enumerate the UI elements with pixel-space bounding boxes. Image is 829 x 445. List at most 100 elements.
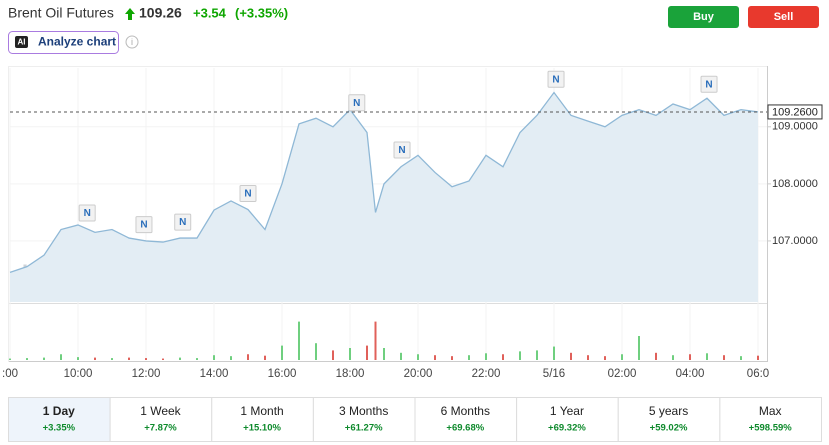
last-price-label: 109.2600 (772, 106, 818, 118)
x-tick-label: 18:00 (336, 368, 365, 380)
news-marker[interactable] (135, 216, 153, 234)
tab-change: +598.59% (749, 423, 793, 434)
volume-bar (230, 356, 232, 360)
analyze-label: Analyze chart (38, 35, 116, 49)
news-marker-label: N (552, 74, 559, 85)
volume-bar (145, 358, 147, 360)
news-marker[interactable] (174, 213, 192, 231)
volume-bar (383, 348, 385, 360)
x-tick-label: 04:00 (676, 368, 705, 380)
news-marker[interactable] (348, 94, 366, 112)
volume-bar (196, 358, 198, 360)
volume-bar (60, 354, 62, 360)
volume-bar (77, 357, 79, 360)
tab[interactable] (719, 397, 822, 442)
news-marker[interactable] (239, 185, 257, 203)
tab-label: Max (759, 404, 782, 418)
tab-change: +69.68% (446, 423, 484, 434)
news-marker-label: N (353, 98, 360, 109)
price: 109.26 (139, 5, 182, 21)
tab[interactable] (516, 397, 619, 442)
volume-bar (502, 354, 504, 360)
ai-icon-text: AI (18, 38, 26, 47)
news-marker-label: N (84, 208, 91, 219)
volume-bar (536, 350, 538, 360)
news-marker-label: N (140, 220, 147, 231)
x-tick-label: 10:00 (64, 368, 93, 380)
x-tick-label: 06:0 (747, 368, 769, 380)
volume-bar (485, 353, 487, 360)
volume-bar (281, 345, 283, 360)
volume-bar (655, 352, 657, 360)
volume-bar (213, 355, 215, 360)
tab[interactable] (8, 397, 111, 442)
x-tick-label: 22:00 (472, 368, 501, 380)
buy-button[interactable] (668, 6, 739, 28)
x-tick-label: 16:00 (268, 368, 297, 380)
volume-bar (604, 356, 606, 360)
news-marker-label: N (179, 217, 186, 228)
volume-bar (162, 358, 164, 360)
news-marker-label: N (244, 189, 251, 200)
volume-bar (553, 346, 555, 360)
tab-label: 6 Months (441, 404, 490, 418)
ai-icon (15, 36, 28, 48)
up-arrow (125, 8, 135, 20)
analyze-button[interactable] (8, 31, 119, 54)
tab-change: +59.02% (650, 423, 688, 434)
x-tick-label: 14:00 (200, 368, 229, 380)
volume-bar (519, 351, 521, 360)
x-tick-label: :00 (2, 368, 18, 380)
volume-bar (94, 357, 96, 360)
volume-bar (638, 336, 640, 360)
tab-label: 1 Week (140, 404, 181, 418)
volume-bar (43, 357, 45, 360)
price-change: +3.54 (193, 5, 227, 20)
tab[interactable] (312, 397, 416, 442)
sell-label: Sell (774, 11, 794, 23)
timeframe-tabs: 1 Day +3.35% 1 Week +7.87% 1 Month +15.10% 3 M… (8, 397, 822, 442)
tab-change: +69.32% (548, 423, 586, 434)
info-icon[interactable] (125, 35, 139, 49)
tab-change: +15.10% (243, 423, 281, 434)
volume-bar (417, 354, 419, 360)
info-icon-text: i (131, 37, 133, 47)
tab-change: +7.87% (144, 423, 177, 434)
tab-change: +3.35% (43, 423, 76, 434)
x-tick-label: 02:00 (608, 368, 637, 380)
volume-bar (128, 357, 130, 360)
chart: :00 10:00 12:00 14:00 16:00 18:00 20:00 22:00 5/… (2, 66, 823, 380)
tab[interactable] (414, 397, 518, 442)
volume-bar (689, 354, 691, 360)
sell-button[interactable] (748, 6, 819, 28)
volume-bar (400, 352, 402, 360)
tab-label: 5 years (649, 404, 688, 418)
volume-bar (468, 355, 470, 360)
instrument-title: Brent Oil Futures (8, 5, 114, 21)
volume-bar (179, 357, 181, 360)
y-tick-label: 107.0000 (772, 235, 818, 247)
volume-bar (570, 352, 572, 360)
news-marker[interactable] (547, 70, 565, 88)
news-marker[interactable] (700, 75, 718, 93)
price-change-pct: (+3.35%) (235, 5, 288, 20)
tab-change: +61.27% (345, 423, 383, 434)
tab[interactable] (211, 397, 314, 442)
news-marker-label: N (398, 145, 405, 156)
volume-bar (757, 355, 759, 360)
tab-label: 1 Month (240, 404, 283, 418)
news-marker[interactable] (393, 141, 411, 159)
volume-bar (451, 356, 453, 360)
volume-bar (374, 321, 377, 360)
tab-label: 1 Day (43, 404, 75, 418)
last-price-box (767, 104, 823, 120)
tab-label: 3 Months (339, 404, 388, 418)
volume-bar (247, 354, 249, 360)
news-marker[interactable] (78, 204, 96, 222)
x-tick-label: 20:00 (404, 368, 433, 380)
price-area (10, 92, 758, 302)
tab[interactable] (109, 397, 213, 442)
news-marker-label: N (705, 79, 712, 90)
